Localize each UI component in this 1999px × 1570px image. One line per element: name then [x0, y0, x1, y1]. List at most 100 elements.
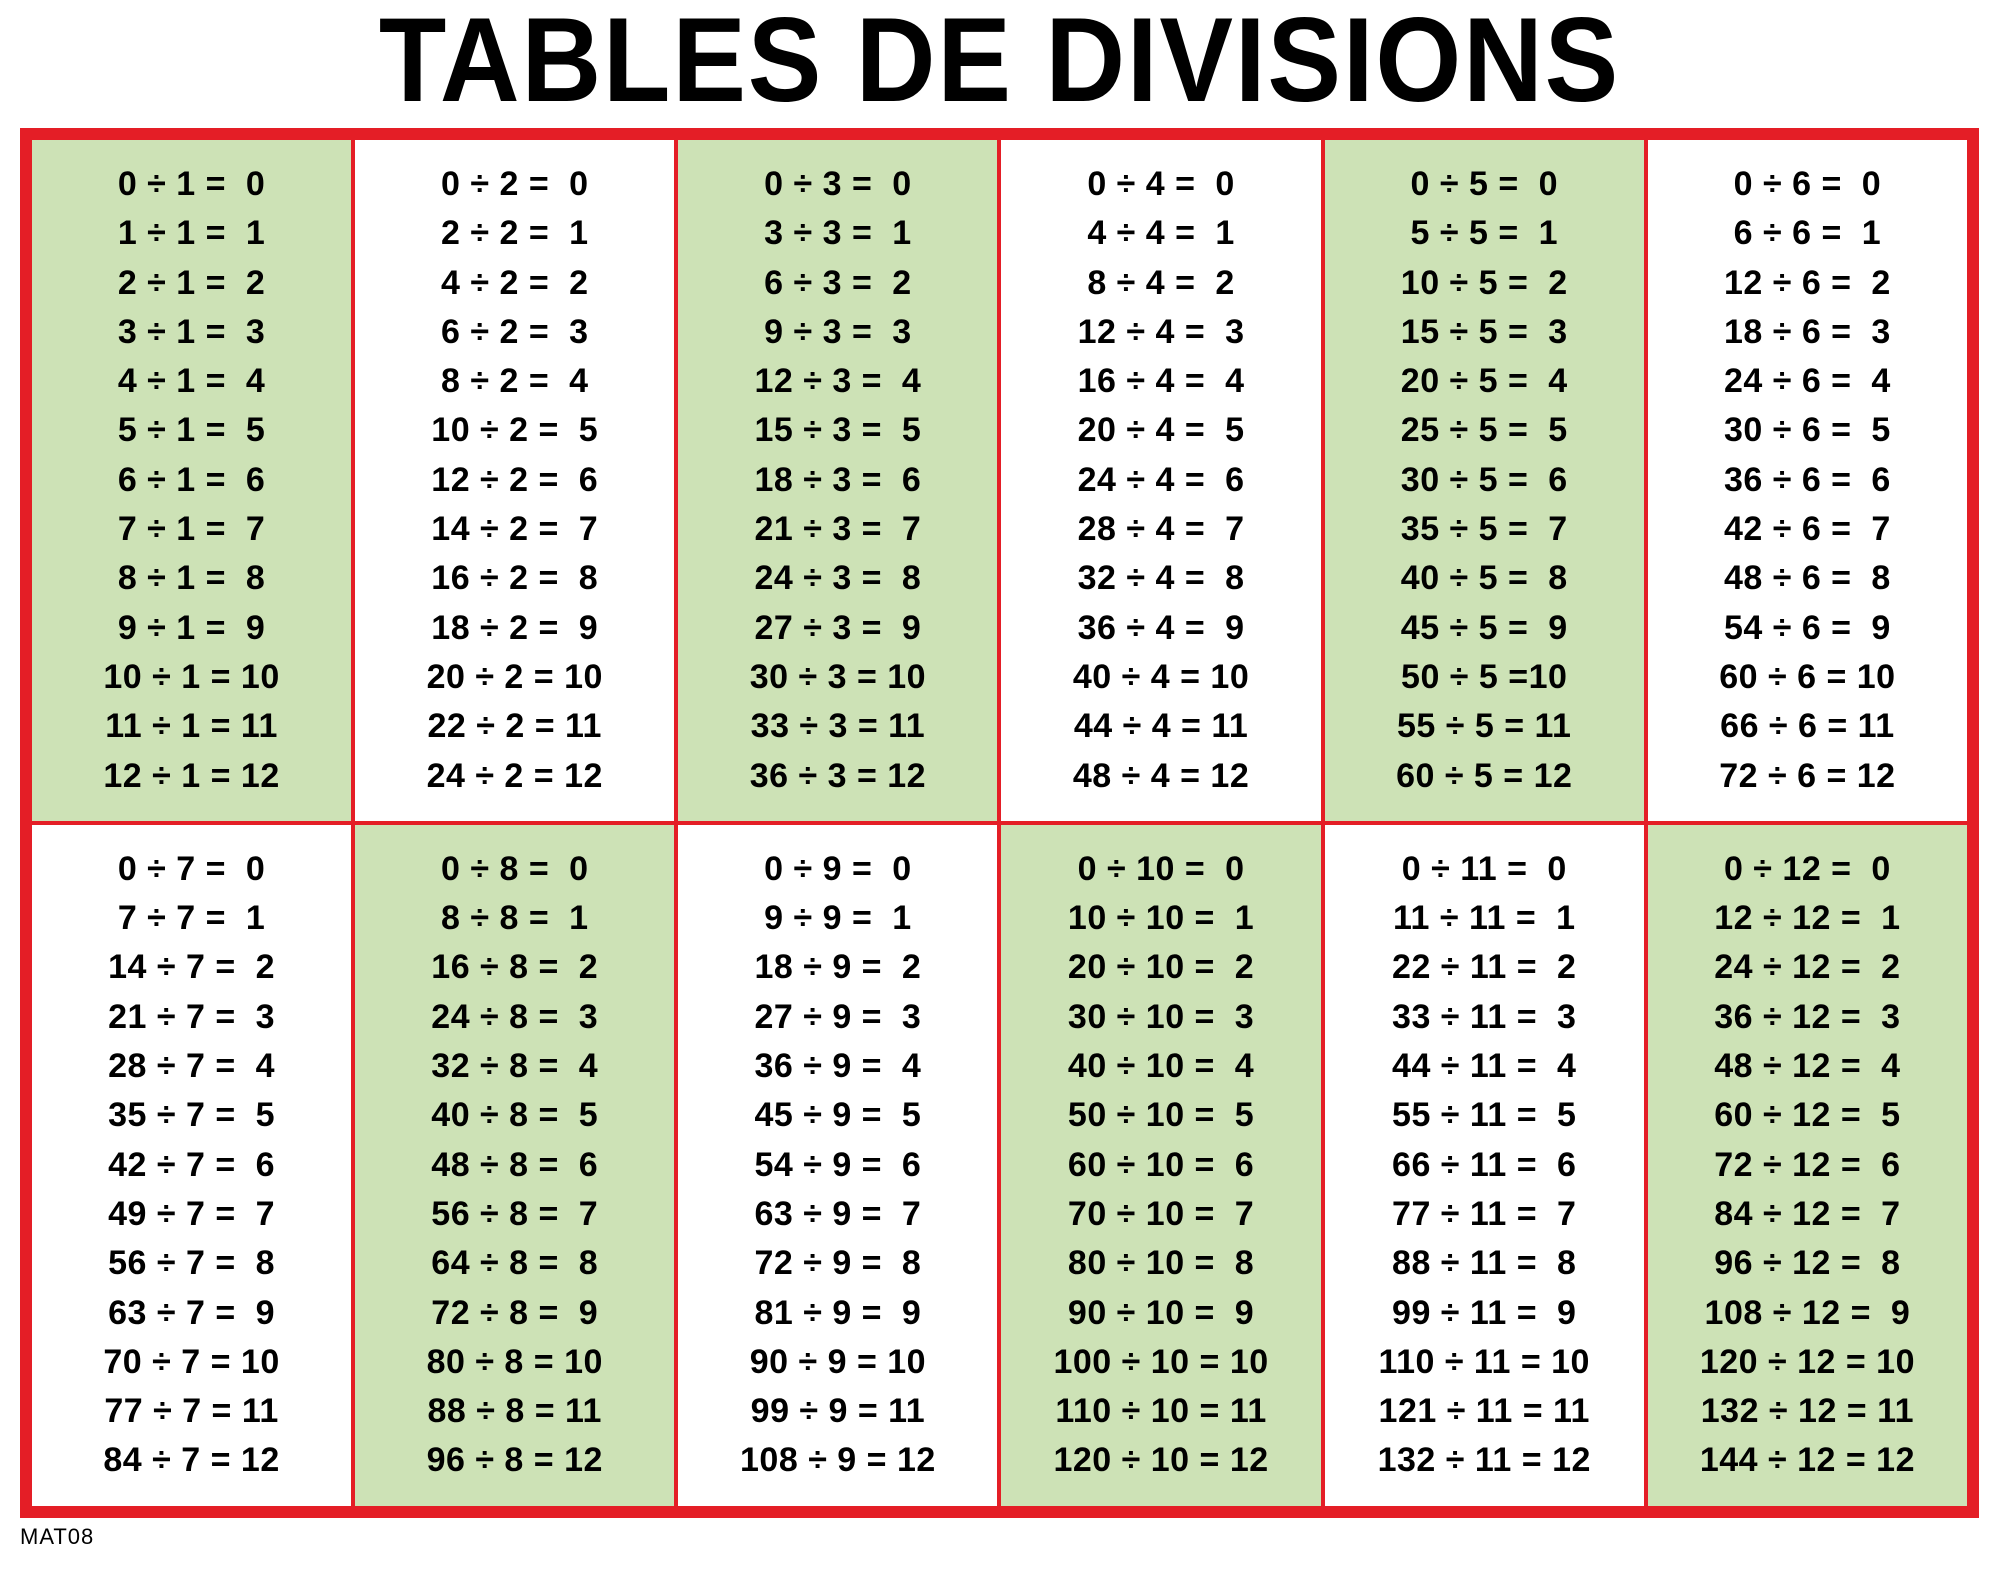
division-row: 108 ÷ 12 = 9 — [1705, 1289, 1911, 1338]
division-row: 88 ÷ 8 = 11 — [428, 1387, 602, 1436]
division-row: 36 ÷ 9 = 4 — [754, 1042, 921, 1091]
division-row: 66 ÷ 6 = 11 — [1720, 702, 1894, 751]
division-row: 3 ÷ 1 = 3 — [118, 308, 265, 357]
division-row: 1 ÷ 1 = 1 — [118, 209, 265, 258]
division-row: 33 ÷ 3 = 11 — [751, 702, 925, 751]
division-row: 20 ÷ 10 = 2 — [1068, 943, 1254, 992]
division-row: 0 ÷ 3 = 0 — [764, 160, 911, 209]
division-row: 25 ÷ 5 = 5 — [1401, 406, 1568, 455]
division-row: 30 ÷ 10 = 3 — [1068, 993, 1254, 1042]
division-row: 72 ÷ 8 = 9 — [431, 1289, 598, 1338]
division-row: 72 ÷ 6 = 12 — [1719, 752, 1895, 801]
division-row: 36 ÷ 4 = 9 — [1078, 604, 1245, 653]
division-row: 80 ÷ 8 = 10 — [427, 1338, 603, 1387]
division-row: 36 ÷ 3 = 12 — [750, 752, 926, 801]
division-row: 0 ÷ 6 = 0 — [1734, 160, 1881, 209]
division-row: 40 ÷ 8 = 5 — [431, 1091, 598, 1140]
division-row: 21 ÷ 3 = 7 — [754, 505, 921, 554]
division-row: 12 ÷ 1 = 12 — [103, 752, 279, 801]
division-row: 15 ÷ 3 = 5 — [754, 406, 921, 455]
division-row: 110 ÷ 11 = 10 — [1379, 1338, 1590, 1387]
division-row: 55 ÷ 5 = 11 — [1397, 702, 1571, 751]
division-row: 56 ÷ 8 = 7 — [431, 1190, 598, 1239]
division-row: 22 ÷ 11 = 2 — [1392, 943, 1576, 992]
division-row: 28 ÷ 4 = 7 — [1078, 505, 1245, 554]
division-row: 40 ÷ 10 = 4 — [1068, 1042, 1254, 1091]
division-row: 9 ÷ 3 = 3 — [764, 308, 911, 357]
division-row: 48 ÷ 6 = 8 — [1724, 554, 1891, 603]
division-row: 24 ÷ 12 = 2 — [1714, 943, 1900, 992]
division-row: 70 ÷ 10 = 7 — [1068, 1190, 1254, 1239]
division-row: 77 ÷ 11 = 7 — [1392, 1190, 1576, 1239]
division-row: 21 ÷ 7 = 3 — [108, 993, 275, 1042]
division-row: 27 ÷ 3 = 9 — [754, 604, 921, 653]
division-row: 28 ÷ 7 = 4 — [108, 1042, 275, 1091]
division-row: 7 ÷ 7 = 1 — [118, 894, 265, 943]
division-row: 60 ÷ 5 = 12 — [1396, 752, 1572, 801]
division-row: 63 ÷ 7 = 9 — [108, 1289, 275, 1338]
division-table-3: 0 ÷ 3 = 03 ÷ 3 = 16 ÷ 3 = 29 ÷ 3 = 312 ÷… — [678, 140, 997, 821]
division-row: 4 ÷ 2 = 2 — [441, 259, 588, 308]
division-row: 45 ÷ 5 = 9 — [1401, 604, 1568, 653]
division-row: 0 ÷ 5 = 0 — [1411, 160, 1558, 209]
division-row: 90 ÷ 10 = 9 — [1068, 1289, 1254, 1338]
division-row: 0 ÷ 2 = 0 — [441, 160, 588, 209]
division-row: 88 ÷ 11 = 8 — [1392, 1239, 1576, 1288]
footer-code: MAT08 — [20, 1524, 1979, 1550]
division-row: 50 ÷ 5 =10 — [1401, 653, 1567, 702]
division-row: 44 ÷ 4 = 11 — [1074, 702, 1248, 751]
division-row: 8 ÷ 2 = 4 — [441, 357, 588, 406]
division-row: 8 ÷ 1 = 8 — [118, 554, 265, 603]
division-row: 0 ÷ 9 = 0 — [764, 845, 911, 894]
division-row: 60 ÷ 6 = 10 — [1719, 653, 1895, 702]
division-row: 72 ÷ 12 = 6 — [1714, 1141, 1900, 1190]
division-row: 80 ÷ 10 = 8 — [1068, 1239, 1254, 1288]
division-row: 64 ÷ 8 = 8 — [431, 1239, 598, 1288]
division-row: 3 ÷ 3 = 1 — [764, 209, 911, 258]
division-row: 12 ÷ 6 = 2 — [1724, 259, 1891, 308]
division-table-11: 0 ÷ 11 = 011 ÷ 11 = 122 ÷ 11 = 233 ÷ 11 … — [1325, 825, 1644, 1506]
division-row: 48 ÷ 8 = 6 — [431, 1141, 598, 1190]
tables-border: 0 ÷ 1 = 01 ÷ 1 = 12 ÷ 1 = 23 ÷ 1 = 34 ÷ … — [20, 128, 1979, 1518]
division-row: 48 ÷ 4 = 12 — [1073, 752, 1249, 801]
division-row: 0 ÷ 7 = 0 — [118, 845, 265, 894]
division-row: 4 ÷ 4 = 1 — [1087, 209, 1234, 258]
division-table-1: 0 ÷ 1 = 01 ÷ 1 = 12 ÷ 1 = 23 ÷ 1 = 34 ÷ … — [32, 140, 351, 821]
division-row: 18 ÷ 9 = 2 — [754, 943, 921, 992]
division-row: 110 ÷ 10 = 11 — [1055, 1387, 1266, 1436]
page-title: TABLES DE DIVISIONS — [98, 0, 1900, 120]
division-row: 6 ÷ 6 = 1 — [1734, 209, 1881, 258]
division-row: 66 ÷ 11 = 6 — [1392, 1141, 1576, 1190]
division-row: 8 ÷ 4 = 2 — [1087, 259, 1234, 308]
division-row: 30 ÷ 6 = 5 — [1724, 406, 1891, 455]
division-row: 2 ÷ 2 = 1 — [441, 209, 588, 258]
division-row: 35 ÷ 7 = 5 — [108, 1091, 275, 1140]
division-row: 48 ÷ 12 = 4 — [1714, 1042, 1900, 1091]
division-table-2: 0 ÷ 2 = 02 ÷ 2 = 14 ÷ 2 = 26 ÷ 2 = 38 ÷ … — [355, 140, 674, 821]
division-row: 30 ÷ 5 = 6 — [1401, 456, 1568, 505]
division-row: 20 ÷ 4 = 5 — [1078, 406, 1245, 455]
division-row: 24 ÷ 2 = 12 — [427, 752, 603, 801]
division-row: 60 ÷ 10 = 6 — [1068, 1141, 1254, 1190]
division-row: 22 ÷ 2 = 11 — [428, 702, 602, 751]
division-row: 63 ÷ 9 = 7 — [754, 1190, 921, 1239]
division-row: 10 ÷ 5 = 2 — [1401, 259, 1568, 308]
division-row: 8 ÷ 8 = 1 — [441, 894, 588, 943]
division-row: 132 ÷ 11 = 12 — [1378, 1436, 1591, 1485]
division-row: 99 ÷ 11 = 9 — [1392, 1289, 1576, 1338]
division-row: 54 ÷ 6 = 9 — [1724, 604, 1891, 653]
division-row: 10 ÷ 1 = 10 — [103, 653, 279, 702]
division-row: 100 ÷ 10 = 10 — [1053, 1338, 1268, 1387]
division-row: 32 ÷ 4 = 8 — [1078, 554, 1245, 603]
division-row: 16 ÷ 2 = 8 — [431, 554, 598, 603]
division-row: 77 ÷ 7 = 11 — [104, 1387, 278, 1436]
division-row: 15 ÷ 5 = 3 — [1401, 308, 1568, 357]
division-row: 27 ÷ 9 = 3 — [754, 993, 921, 1042]
division-table-12: 0 ÷ 12 = 012 ÷ 12 = 124 ÷ 12 = 236 ÷ 12 … — [1648, 825, 1967, 1506]
division-table-5: 0 ÷ 5 = 05 ÷ 5 = 110 ÷ 5 = 215 ÷ 5 = 320… — [1325, 140, 1644, 821]
division-row: 72 ÷ 9 = 8 — [754, 1239, 921, 1288]
division-row: 24 ÷ 6 = 4 — [1724, 357, 1891, 406]
division-row: 36 ÷ 6 = 6 — [1724, 456, 1891, 505]
division-row: 12 ÷ 2 = 6 — [431, 456, 598, 505]
division-row: 55 ÷ 11 = 5 — [1392, 1091, 1576, 1140]
